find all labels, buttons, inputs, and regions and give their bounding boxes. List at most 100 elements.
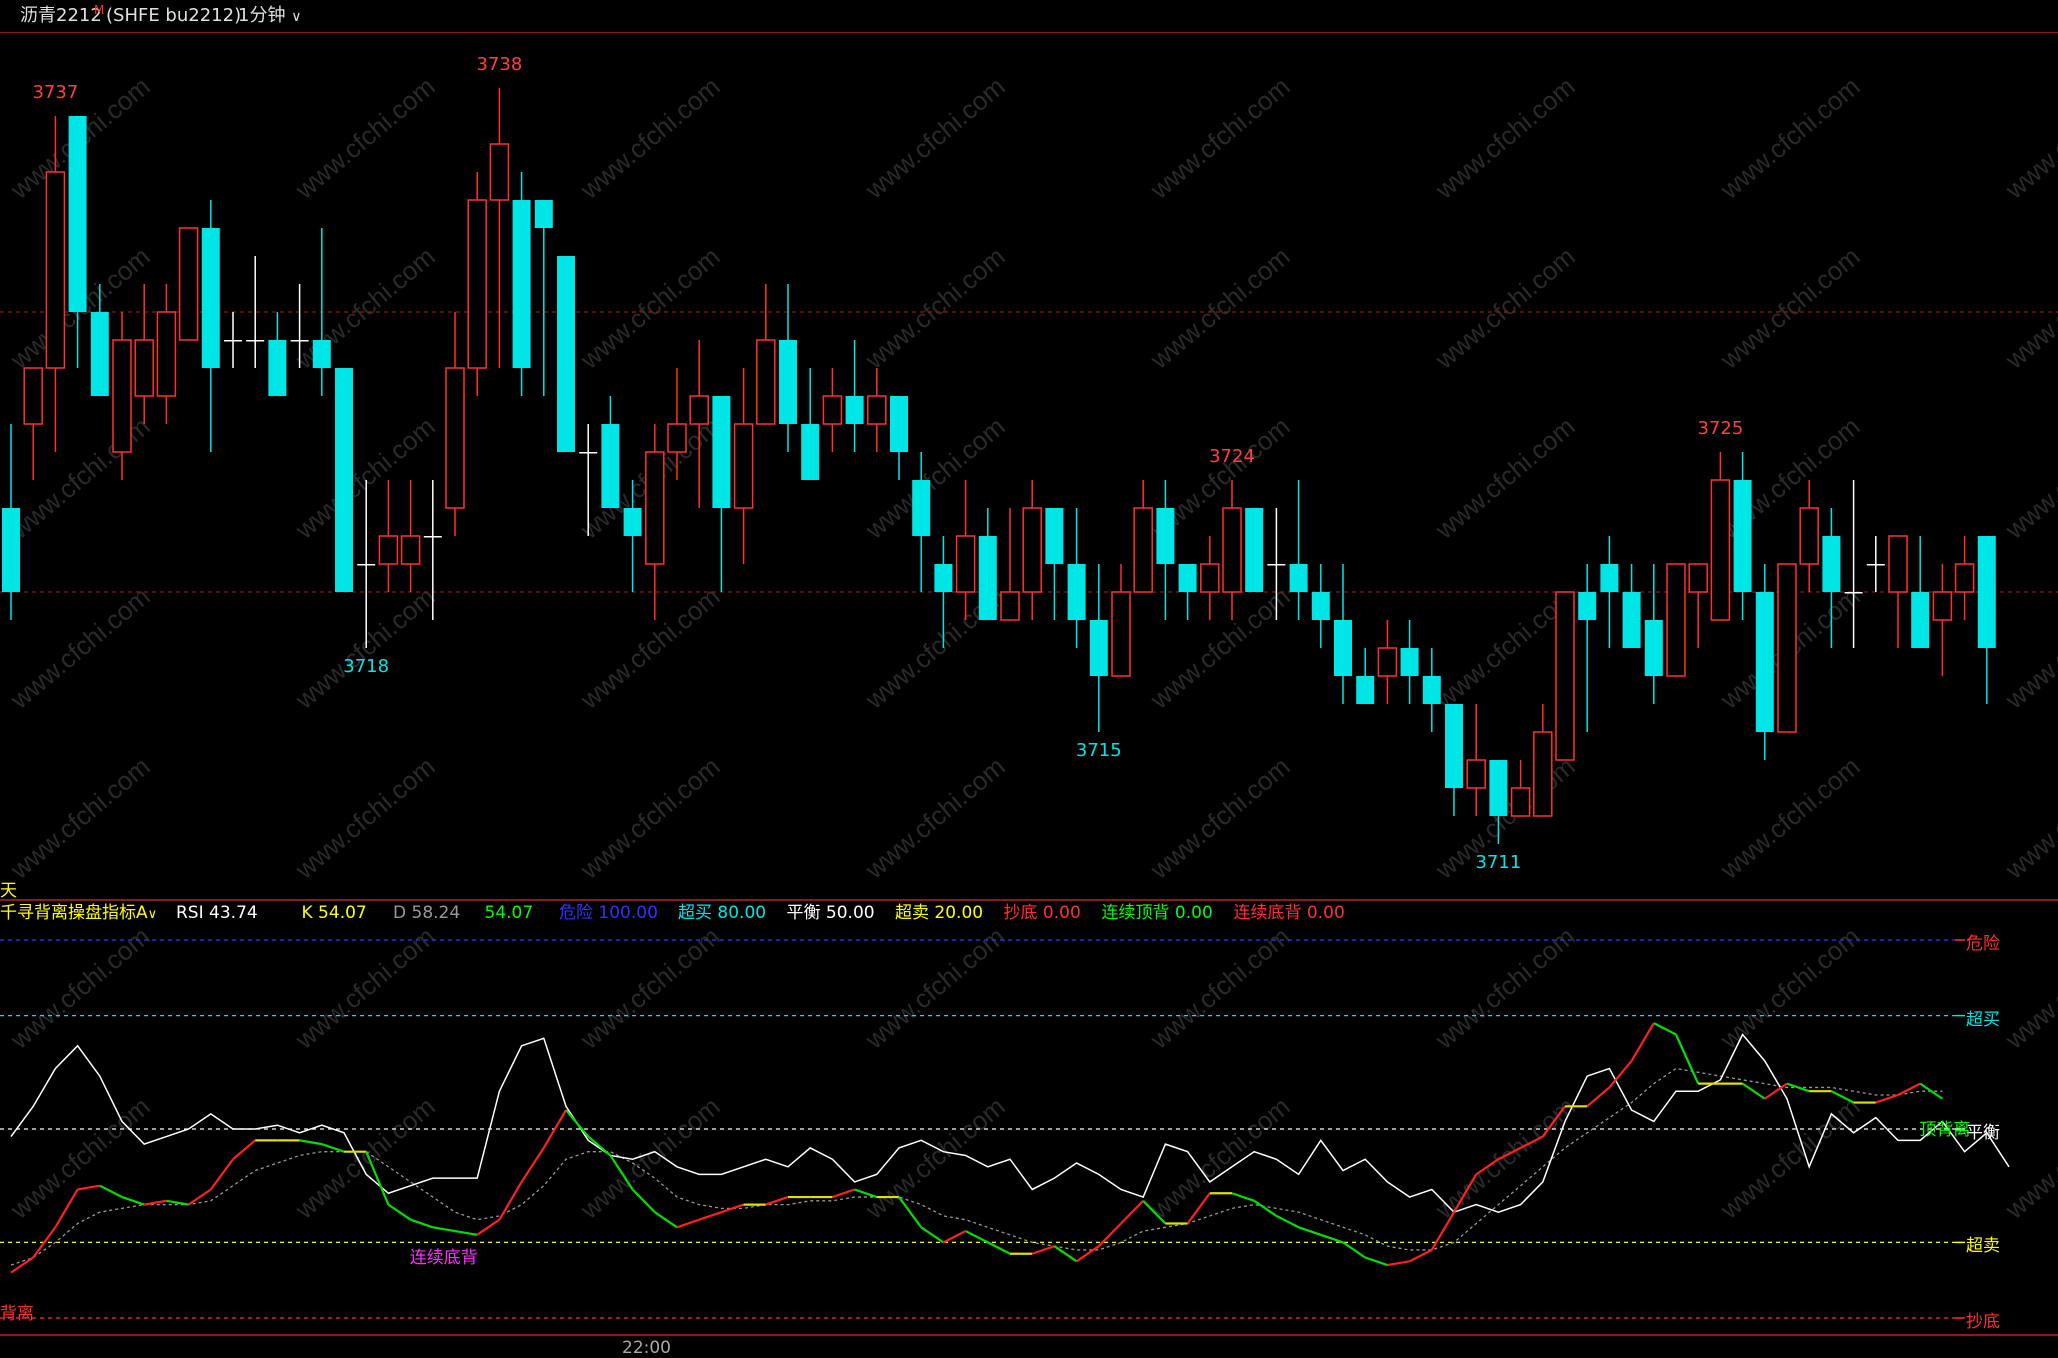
candle-body-down [312, 340, 331, 368]
candle-body-down [557, 256, 575, 452]
candle-body-down [1644, 620, 1663, 676]
candle-body-down [1422, 676, 1441, 704]
k-line-segment [1053, 1245, 1078, 1263]
candle-body-doji [1844, 592, 1863, 594]
indicator-item-label: 连续底背 [1233, 903, 1302, 923]
indicator-name[interactable]: 千寻背离操盘指标A∨ [0, 900, 157, 928]
k-line-segment [1674, 1034, 1700, 1085]
candle-body-down [2, 508, 20, 592]
divergence-annotation: 背离 [0, 1304, 34, 1325]
indicator-item-label: 超卖 [895, 903, 929, 923]
chart-header: 沥青2212 M (SHFE bu2212) 1分钟 ∨ [0, 0, 2058, 33]
watermark: www.cfchi.com [1429, 241, 1581, 375]
watermark: www.cfchi.com [859, 71, 1011, 205]
candle-body-up [445, 367, 465, 509]
k-line-segment [920, 1226, 945, 1244]
candle-body-down [90, 312, 109, 396]
k-line-segment [1298, 1226, 1322, 1236]
watermark: www.cfchi.com [289, 241, 441, 375]
candle-body-down [335, 368, 353, 592]
price-extreme-label: 3725 [1697, 418, 1744, 439]
watermark: www.cfchi.com [859, 751, 1011, 885]
k-line-segment [187, 1188, 212, 1206]
k-line-segment [1630, 1022, 1655, 1062]
candle-body-up [955, 535, 976, 593]
k-line-segment [1142, 1200, 1167, 1225]
k-line-segment [1031, 1245, 1055, 1255]
candle-body-down [1245, 508, 1264, 592]
indicator-item-value: 0.00 [1169, 903, 1213, 923]
candle-body-up [156, 311, 177, 397]
k-line-segment [1320, 1233, 1344, 1244]
k-line-segment [1586, 1086, 1611, 1108]
candle-body-up [1666, 563, 1686, 677]
watermark: www.cfchi.com [4, 751, 156, 885]
chevron-down-icon: ∨ [291, 9, 302, 25]
candle-body-down [1089, 620, 1108, 676]
candle-body-down [68, 116, 87, 312]
watermark: www.cfchi.com [1999, 1091, 2058, 1225]
candle-body-up [178, 227, 199, 341]
watermark: www.cfchi.com [1999, 241, 2058, 375]
k-line-segment [1919, 1082, 1944, 1100]
price-extreme-label: 3738 [476, 54, 523, 75]
watermark: www.cfchi.com [1144, 241, 1296, 375]
k-line-segment [77, 1184, 100, 1191]
candle-body-doji [1866, 564, 1885, 566]
candle-body-up [1888, 535, 1908, 593]
k-line-segment [432, 1226, 456, 1233]
candle-body-doji [579, 452, 598, 454]
candle-body-down [890, 396, 908, 452]
candle-body-down [1356, 676, 1375, 704]
candle-body-down [1311, 592, 1330, 620]
period-select[interactable]: 1分钟 ∨ [238, 0, 301, 33]
indicator-item-label: K [301, 903, 313, 923]
candle-body-down [1334, 620, 1352, 676]
candle-body-down [623, 508, 642, 536]
watermark: www.cfchi.com [4, 411, 156, 545]
k-line-segment [520, 1147, 545, 1183]
candle-body-up [1200, 563, 1220, 593]
watermark: www.cfchi.com [289, 921, 441, 1055]
candle-body-up [1688, 563, 1708, 593]
candle-body-down [712, 396, 731, 508]
divergence-annotation: 连续底背 [409, 1248, 478, 1269]
candle-body-up [1111, 591, 1131, 677]
k-line-segment [1409, 1248, 1433, 1263]
k-line-segment [654, 1211, 678, 1229]
price-extreme-label: 3737 [32, 82, 79, 103]
indicator-level-label: 抄底 [1966, 1312, 2000, 1332]
watermark: www.cfchi.com [289, 581, 441, 715]
indicator-level-label: 超卖 [1966, 1236, 2000, 1257]
watermark: www.cfchi.com [574, 921, 726, 1055]
chevron-down-icon: ∨ [147, 907, 158, 922]
k-line-segment [1098, 1222, 1122, 1247]
k-line-segment [54, 1188, 79, 1228]
k-line-segment [1120, 1200, 1144, 1225]
k-line-segment [1342, 1241, 1366, 1259]
candle-body-down [845, 396, 864, 424]
indicator-level-label: 危险 [1966, 934, 2000, 954]
indicator-item-value: 43.74 [203, 903, 258, 923]
watermark: www.cfchi.com [4, 581, 156, 715]
k-line-segment [1608, 1060, 1633, 1089]
candle-body-up [23, 367, 43, 425]
d-line [10, 1067, 1943, 1266]
candle-body-down [201, 228, 220, 368]
candle-body-down [1156, 508, 1175, 564]
k-line-segment [1453, 1173, 1478, 1213]
k-line-segment [1875, 1093, 1899, 1104]
candle-body-doji [246, 340, 265, 342]
indicator-item-label: RSI [176, 903, 204, 923]
watermark: www.cfchi.com [1429, 411, 1581, 545]
candle-body-up [1377, 647, 1398, 677]
k-line-segment [721, 1203, 744, 1214]
candle-body-up [667, 423, 687, 453]
k-line-segment [10, 1256, 34, 1274]
contract-name[interactable]: 沥青2212 [20, 5, 102, 26]
candle-body-doji [423, 536, 442, 538]
candle-body-up [1466, 759, 1486, 789]
k-line-segment [365, 1151, 390, 1206]
candle-body-down [912, 480, 931, 536]
